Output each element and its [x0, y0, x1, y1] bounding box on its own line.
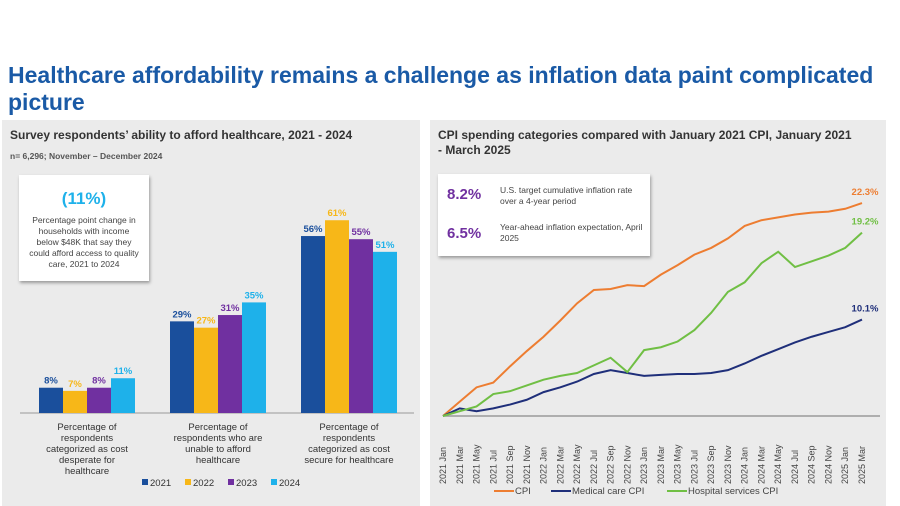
x-tick-label: 2021 Jul	[488, 450, 498, 484]
category-label: categorized as cost	[46, 444, 128, 455]
legend-label: 2023	[236, 478, 257, 489]
series-line-hospital-services-cpi	[442, 231, 863, 417]
bar-2021-0	[39, 387, 63, 413]
legend-swatch-2022	[185, 479, 191, 485]
bar-chart: 8% 7% 8%11%Percentage ofrespondentscategor…	[20, 208, 414, 489]
x-tick-label: 2024 Nov	[823, 445, 833, 484]
end-label: 19.2%	[852, 217, 879, 228]
expectation-value: 6.5%	[447, 225, 482, 242]
x-tick-label: 2021 Mar	[455, 446, 465, 484]
expectation-text: Year-ahead inflation expectation, April …	[500, 222, 643, 243]
page-title: Healthcare affordability remains a chall…	[8, 62, 874, 115]
bar-label: 56%	[303, 224, 323, 235]
x-tick-label: 2024 Jul	[790, 450, 800, 484]
bar-2024-1	[242, 302, 266, 413]
bar-2022-0	[63, 390, 87, 413]
bar-2024-2	[373, 251, 397, 413]
bar-label: 8%	[92, 376, 106, 387]
legend-swatch-2021	[142, 479, 148, 485]
bar-2024-0	[111, 378, 135, 413]
bar-label: 8%	[44, 376, 58, 387]
survey-subtitle: n= 6,296; November – December 2024	[10, 151, 163, 161]
x-tick-label: 2024 Jan	[740, 447, 750, 484]
category-label: Percentage of	[57, 422, 117, 433]
x-tick-label: 2021 Jan	[438, 447, 448, 484]
category-label: respondents who are	[174, 433, 263, 444]
category-label: Percentage of	[188, 422, 248, 433]
bar-2022-1	[194, 327, 218, 413]
callout-value: (11%)	[61, 189, 107, 208]
bar-2021-1	[170, 321, 194, 413]
category-label: unable to afford	[185, 444, 251, 455]
callout-text: Percentage point change in households wi…	[29, 215, 139, 269]
category-label: categorized as cost	[308, 444, 390, 455]
legend-label: 2021	[150, 478, 171, 489]
category-label: healthcare	[196, 455, 240, 466]
legend-label: 2022	[193, 478, 214, 489]
x-tick-label: 2022 Sep	[606, 445, 616, 484]
x-tick-label: 2021 Nov	[522, 445, 532, 484]
cpi-callout-box: 8.2% U.S. target cumulative inflation ra…	[438, 174, 650, 256]
cpi-panel: CPI spending categories compared with Ja…	[430, 120, 886, 506]
x-tick-label: 2021 Sep	[505, 445, 515, 484]
bar-label: 29%	[172, 309, 192, 320]
bar-2023-1	[218, 315, 242, 413]
bar-label: 35%	[244, 290, 264, 301]
x-tick-label: 2023 Jul	[689, 450, 699, 484]
survey-chart-title: Survey respondents’ ability to afford he…	[10, 128, 353, 142]
bar-label: 7%	[68, 379, 82, 390]
legend-label: Hospital services CPI	[688, 486, 778, 497]
x-tick-label: 2023 May	[673, 444, 683, 484]
line-chart: 2021 Jan 2021 Mar 2021 May 2021 Jul 2021 Sep…	[438, 187, 880, 497]
legend-swatch-2024	[271, 479, 277, 485]
x-tick-label: 2023 Jan	[639, 447, 649, 484]
bar-label: 11%	[114, 366, 133, 377]
bar-label: 61%	[327, 208, 347, 219]
legend-swatch-2023	[228, 479, 234, 485]
x-tick-label: 2021 May	[472, 444, 482, 484]
x-tick-label: 2023 Nov	[723, 445, 733, 484]
x-tick-label: 2022 Jul	[589, 450, 599, 484]
x-tick-label: 2025 Jan	[840, 447, 850, 484]
bar-label: 51%	[375, 240, 395, 251]
series-line-medical-care-cpi	[442, 318, 863, 417]
category-label: desperate for	[59, 455, 115, 466]
category-label: Percentage of	[319, 422, 379, 433]
category-label: respondents	[61, 433, 114, 444]
series-line-cpi	[442, 202, 863, 417]
x-tick-label: 2023 Sep	[706, 445, 716, 484]
survey-panel: Survey respondents’ ability to afford he…	[2, 120, 420, 506]
x-tick-label: 2022 May	[572, 444, 582, 484]
target-rate-text: U.S. target cumulative inflation rate ov…	[500, 185, 633, 206]
legend-label: Medical care CPI	[572, 486, 644, 497]
bar-2022-2	[325, 220, 349, 413]
category-label: secure for healthcare	[304, 455, 393, 466]
target-rate-value: 8.2%	[447, 186, 482, 203]
category-label: respondents	[323, 433, 376, 444]
x-tick-label: 2022 Jan	[539, 447, 549, 484]
bar-label: 27%	[196, 316, 216, 327]
x-tick-label: 2024 Mar	[756, 446, 766, 484]
bar-label: 55%	[351, 227, 371, 238]
legend-label: CPI	[515, 486, 531, 497]
legend-label: 2024	[279, 478, 300, 489]
bar-2023-0	[87, 387, 111, 413]
end-label: 10.1%	[852, 304, 879, 315]
x-tick-label: 2022 Nov	[622, 445, 632, 484]
x-tick-label: 2022 Mar	[555, 446, 565, 484]
category-label: healthcare	[65, 466, 109, 477]
callout-box: (11%) Percentage point change in househo…	[19, 175, 149, 281]
x-tick-label: 2024 Sep	[807, 445, 817, 484]
x-tick-label: 2023 Mar	[656, 446, 666, 484]
x-tick-label: 2025 Mar	[857, 446, 867, 484]
bar-2021-2	[301, 236, 325, 413]
bar-label: 31%	[220, 303, 240, 314]
end-label: 22.3%	[852, 187, 879, 198]
cpi-chart-title: CPI spending categories compared with Ja…	[438, 128, 852, 157]
bar-2023-2	[349, 239, 373, 413]
x-tick-label: 2024 May	[773, 444, 783, 484]
